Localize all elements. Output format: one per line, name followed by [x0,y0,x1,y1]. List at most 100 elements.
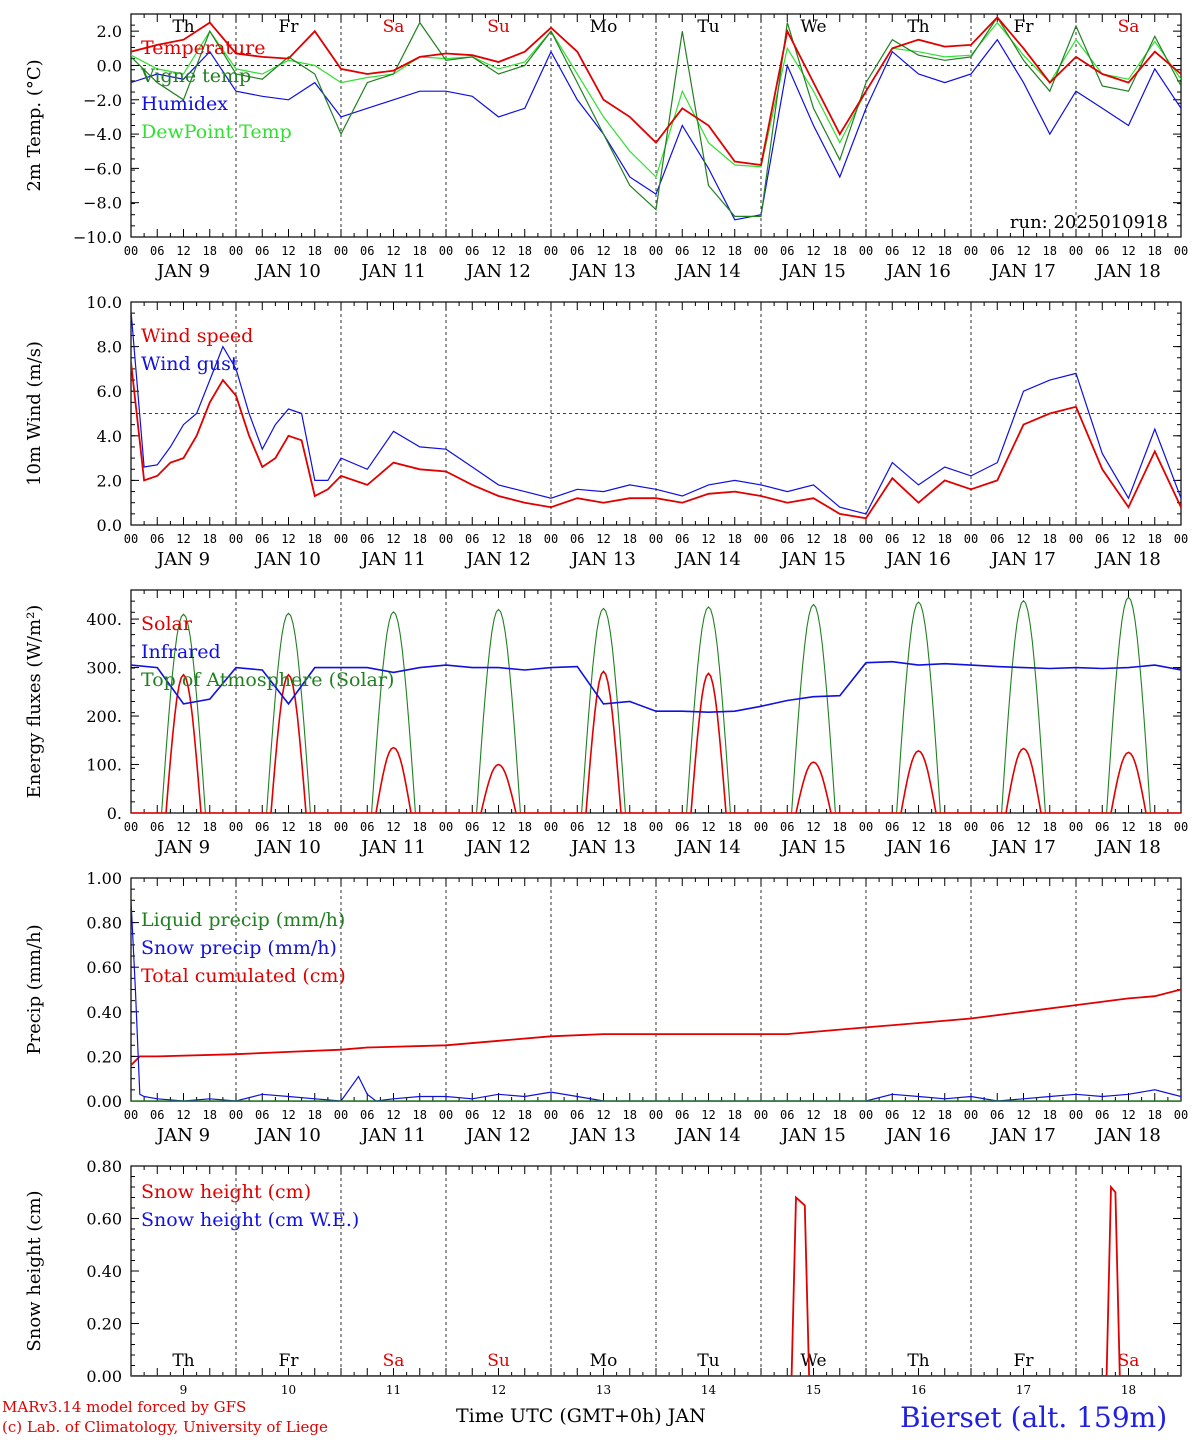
day-label: JAN 16 [884,1125,951,1146]
weekday-label: Fr [1014,17,1035,37]
hour-label: 00 [1069,1108,1083,1122]
hour-label: 18 [938,532,952,546]
hour-label: 06 [885,532,899,546]
hour-label: 00 [964,532,978,546]
hour-label: 12 [911,820,925,834]
hour-label: 18 [308,532,322,546]
hour-label: 06 [570,244,584,258]
hour-label: 06 [885,820,899,834]
day-label: JAN 17 [989,837,1056,858]
hour-label: 00 [649,1108,663,1122]
hour-label: 06 [360,532,374,546]
hour-label: 06 [465,532,479,546]
hour-label: 06 [1095,244,1109,258]
weekday-label: Th [907,17,929,37]
hour-label: 12 [701,532,715,546]
hour-label: 00 [859,244,873,258]
day-label: JAN 15 [779,1125,846,1146]
hour-label: 00 [859,532,873,546]
y-axis-label: Snow height (cm) [24,1190,45,1351]
day-label: JAN 17 [989,1125,1056,1146]
series-snow-height-cm- [131,1184,1181,1376]
day-label: JAN 15 [779,549,846,570]
series-snow-precip-mm-h- [131,900,1181,1101]
series-humidex [131,38,1181,221]
hour-label: 18 [308,1108,322,1122]
hour-label: 12 [491,244,505,258]
legend-entry: Solar [141,613,193,635]
y-axis-label: 2m Temp. (°C) [24,59,45,191]
y-tick-label: 0.60 [86,1210,122,1229]
hour-label: 18 [833,1108,847,1122]
hour-label: 00 [964,244,978,258]
series-vigne-temp [131,16,1181,217]
weekday-label: Sa [383,1351,405,1371]
hour-label: 06 [885,1108,899,1122]
hour-label: 00 [1174,820,1188,834]
hour-label: 00 [124,532,138,546]
credit-line-1: MARv3.14 model forced by GFS [2,1398,247,1416]
hour-label: 12 [806,532,820,546]
y-tick-label: 0.80 [86,1157,122,1176]
hour-label: 00 [544,1108,558,1122]
hour-label: 12 [806,820,820,834]
hour-label: 00 [334,532,348,546]
weekday-label: Mo [590,17,618,37]
weekday-label: Th [172,17,194,37]
legend-entry: Total cumulated (cm) [141,965,346,987]
hour-label: 00 [229,1108,243,1122]
weekday-label: Sa [1118,1351,1140,1371]
hour-label: 18 [938,1108,952,1122]
y-tick-label: −10.0 [73,228,122,247]
panel-5: 0.80 0.60 0.40 0.20 0.00 Snow height (cm) 9 10 1… [24,1157,1182,1397]
hour-label: 06 [885,244,899,258]
y-tick-label: 100. [86,756,122,775]
hour-label: 18 [518,532,532,546]
hour-label: 12 [596,244,610,258]
y-tick-label: 0.0 [97,56,122,75]
weekday-label: Tu [697,17,719,37]
hour-label: 00 [859,1108,873,1122]
weekday-label: Fr [279,1351,300,1371]
y-tick-label: 0.40 [86,1003,122,1022]
hour-label: 00 [124,244,138,258]
hour-label: 06 [570,532,584,546]
day-number-label: 11 [386,1383,401,1397]
day-number-label: 9 [180,1383,188,1397]
legend-entry: Snow height (cm W.E.) [141,1209,359,1231]
hour-label: 06 [360,244,374,258]
hour-label: 18 [728,820,742,834]
hour-label: 00 [229,820,243,834]
hour-label: 06 [675,820,689,834]
hour-label: 12 [1016,244,1030,258]
hour-label: 06 [780,1108,794,1122]
hour-label: 18 [1148,1108,1162,1122]
hour-label: 00 [334,820,348,834]
hour-label: 00 [439,820,453,834]
hour-label: 18 [413,1108,427,1122]
hour-label: 18 [623,820,637,834]
y-tick-label: −8.0 [83,194,122,213]
day-label: JAN 9 [155,1125,210,1146]
y-tick-label: −6.0 [83,159,122,178]
hour-label: 00 [124,820,138,834]
hour-label: 12 [176,244,190,258]
day-label: JAN 10 [254,1125,321,1146]
hour-label: 12 [911,1108,925,1122]
day-label: JAN 14 [674,1125,741,1146]
hour-label: 06 [465,820,479,834]
hour-label: 12 [701,244,715,258]
legend-entry: Snow precip (mm/h) [141,937,337,959]
hour-label: 12 [386,532,400,546]
day-number-label: 14 [701,1383,717,1397]
hour-label: 12 [806,1108,820,1122]
hour-label: 12 [386,820,400,834]
series-total-cumulated-cm- [131,988,1181,1066]
hour-label: 12 [386,1108,400,1122]
series-toa-solar [131,596,1181,813]
weekday-label: We [800,1351,826,1371]
hour-label: 12 [596,820,610,834]
hour-label: 12 [701,1108,715,1122]
hour-label: 12 [281,1108,295,1122]
